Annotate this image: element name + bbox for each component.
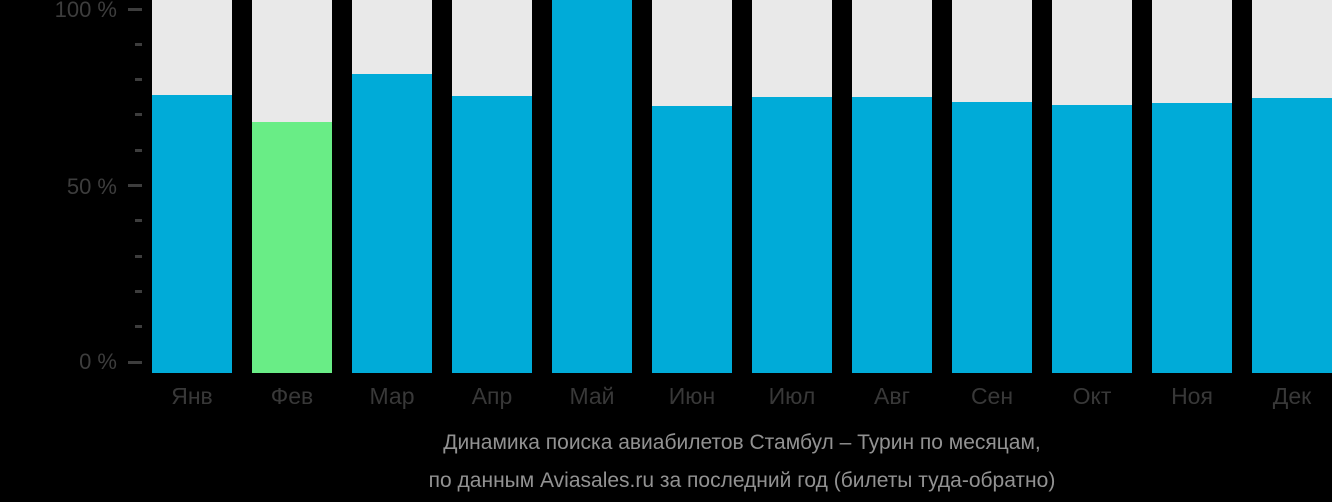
minor-tick bbox=[135, 113, 142, 117]
major-tick bbox=[128, 360, 142, 364]
bar-cell-Май bbox=[552, 0, 632, 373]
x-axis-label-Июл: Июл bbox=[768, 383, 816, 409]
bar-cell-Янв bbox=[152, 0, 232, 373]
caption-subtitle: по данным Aviasales.ru за последний год … bbox=[428, 469, 1056, 492]
major-tick bbox=[128, 7, 142, 11]
bar-Фев[interactable] bbox=[252, 121, 332, 373]
minor-tick bbox=[135, 78, 142, 82]
x-axis-label-Окт: Окт bbox=[1072, 383, 1112, 409]
plot-area bbox=[152, 0, 1332, 373]
y-axis-label: 50 % bbox=[66, 174, 117, 199]
major-tick bbox=[128, 184, 142, 187]
bar-cell-Фев bbox=[252, 0, 332, 373]
chart-caption: Динамика поиска авиабилетов Стамбул – Ту… bbox=[152, 424, 1332, 500]
minor-tick bbox=[135, 219, 142, 223]
bar-Июл[interactable] bbox=[752, 96, 832, 373]
x-axis-label-Янв: Янв bbox=[171, 383, 213, 409]
x-axis-label-Авг: Авг bbox=[874, 383, 910, 409]
x-axis-label-Фев: Фев bbox=[270, 383, 314, 409]
bar-cell-Июл bbox=[752, 0, 832, 373]
bar-Янв[interactable] bbox=[152, 95, 232, 373]
bar-cell-Мар bbox=[352, 0, 432, 373]
bar-Сен[interactable] bbox=[952, 101, 1032, 373]
bar-cell-Ноя bbox=[1152, 0, 1232, 373]
bar-Дек[interactable] bbox=[1252, 98, 1332, 373]
minor-tick bbox=[135, 289, 142, 293]
bar-cell-Сен bbox=[952, 0, 1032, 373]
x-axis-label-Май: Май bbox=[569, 383, 615, 409]
bar-Авг[interactable] bbox=[852, 96, 932, 373]
minor-tick bbox=[135, 254, 142, 258]
bar-cell-Дек bbox=[1252, 0, 1332, 373]
bar-Июн[interactable] bbox=[652, 106, 732, 373]
y-axis-label: 100 % bbox=[54, 0, 117, 22]
bar-Апр[interactable] bbox=[452, 95, 532, 373]
x-axis-label-Сен: Сен bbox=[970, 383, 1014, 409]
x-axis-label-Мар: Мар bbox=[369, 383, 415, 409]
x-axis-label-Июн: Июн bbox=[668, 383, 716, 409]
minor-tick bbox=[135, 42, 142, 46]
bar-cell-Апр bbox=[452, 0, 532, 373]
x-axis-label-Ноя: Ноя bbox=[1171, 383, 1213, 409]
caption-title: Динамика поиска авиабилетов Стамбул – Ту… bbox=[443, 431, 1041, 454]
y-axis-label: 0 % bbox=[79, 349, 117, 374]
minor-tick bbox=[135, 148, 142, 152]
minor-tick bbox=[135, 325, 142, 329]
bar-cell-Авг bbox=[852, 0, 932, 373]
x-axis-label-Апр: Апр bbox=[471, 383, 513, 409]
bar-Мар[interactable] bbox=[352, 73, 432, 373]
bar-Ноя[interactable] bbox=[1152, 102, 1232, 373]
bar-Май[interactable] bbox=[552, 0, 632, 373]
x-axis-label-Дек: Дек bbox=[1272, 383, 1312, 409]
bar-cell-Июн bbox=[652, 0, 732, 373]
bar-cell-Окт bbox=[1052, 0, 1132, 373]
bar-Окт[interactable] bbox=[1052, 105, 1132, 373]
